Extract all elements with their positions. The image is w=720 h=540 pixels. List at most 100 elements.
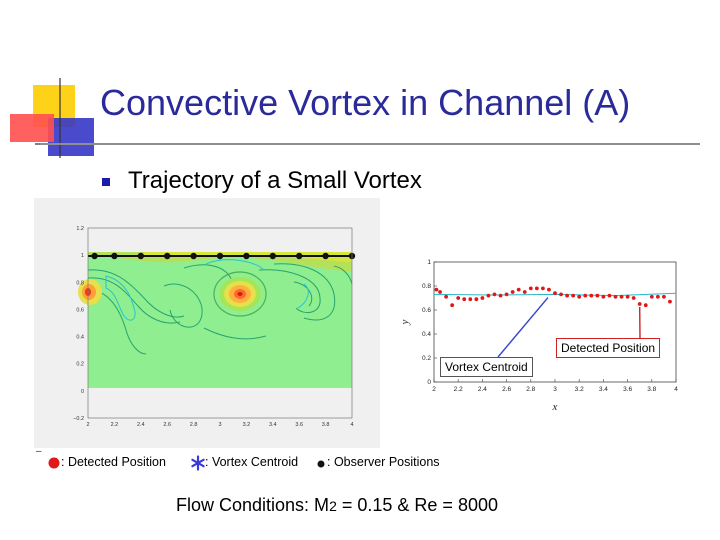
red-glow-square (10, 114, 54, 142)
callout-vortex-centroid: Vortex Centroid (440, 357, 533, 377)
contour-y-tick-label: 1 (81, 253, 84, 259)
contour-x-tick-label: 2.4 (137, 422, 145, 428)
contour-lines-cyan (105, 259, 309, 321)
detected-dot-icon (48, 457, 60, 469)
contour-y-tick-label: 0.2 (76, 362, 84, 368)
detected-position-point (565, 293, 569, 298)
detected-position-point (456, 296, 461, 300)
observer-dot (137, 252, 144, 260)
chart-y-label: y (399, 319, 411, 325)
detected-position-point (655, 294, 660, 299)
contour-x-ticks: 2 2.2 2.4 2.6 2.8 3 3.2 3.4 3.6 3.8 4 (86, 422, 353, 428)
chart-x-tick-label: 4 (674, 386, 678, 393)
contour-x-tick-label: 3 (218, 422, 221, 428)
detected-position-point (474, 297, 479, 302)
detected-position-point (480, 296, 485, 300)
contour-x-tick-label: 3.8 (322, 422, 330, 428)
detected-position-point (625, 294, 630, 299)
contour-plot-svg: 2 2.2 2.4 2.6 2.8 3 3.2 3.4 3.6 3.8 4 1.2 1 0.8 0.6 0.… (34, 198, 380, 448)
detected-position-point (613, 294, 618, 299)
chart-y-tick-label: 1 (427, 259, 431, 266)
detected-position-point (559, 292, 563, 297)
chart-x-tick-label: 2.2 (454, 386, 463, 393)
observer-dot (111, 252, 118, 260)
detected-position-point (631, 296, 636, 300)
chart-x-tick-label: 2.4 (478, 386, 487, 393)
detected-position-point (486, 293, 491, 298)
chart-x-tick-label: 2 (432, 386, 436, 393)
contour-y-tick-label: 0.6 (76, 307, 84, 313)
detected-position-point (492, 292, 497, 297)
chart-x-tick-label: 2.8 (526, 386, 535, 393)
observer-dot (322, 252, 329, 260)
chart-x-tick-label: 3 (553, 386, 557, 393)
detected-position-point (468, 297, 473, 302)
detected-position-point (528, 286, 533, 291)
chart-x-tick-label: 3.4 (599, 386, 608, 393)
observer-dot (243, 252, 250, 260)
detected-position-point (444, 294, 448, 299)
detected-position-point (438, 290, 442, 294)
detected-position-point (553, 291, 557, 296)
detected-position-point (534, 286, 539, 291)
contour-y-tick-label: 0.8 (76, 280, 84, 286)
chart-x-tick-label: 3.8 (647, 386, 656, 393)
flow-conditions-prefix: Flow Conditions: M (176, 495, 330, 515)
bullet-text: Trajectory of a Small Vortex (128, 167, 422, 194)
legend-observer: : Observer Positions (327, 455, 440, 469)
detected-position-point (547, 287, 551, 292)
detected-position-point (607, 293, 612, 298)
detected-position-point (595, 293, 600, 298)
detected-position-point (577, 294, 582, 299)
detected-position-point (450, 303, 455, 308)
chart-x-tick-label: 3.2 (575, 386, 584, 393)
contour-x-tick-label: 3.6 (295, 422, 303, 428)
detected-position-point (516, 287, 521, 292)
legend-centroid: : Vortex Centroid (205, 455, 299, 469)
contour-x-tick-label: 3.4 (269, 422, 277, 428)
contour-y-tick-label: 0 (81, 389, 84, 395)
vortex-centroid-arrow (497, 297, 549, 358)
bullet-icon (102, 178, 110, 186)
contour-plot: 2 2.2 2.4 2.6 2.8 3 3.2 3.4 3.6 3.8 4 1.2 1 0.8 0.6 0.… (34, 198, 380, 448)
slide-title: Convective Vortex in Channel (A) (100, 82, 631, 123)
contour-lines (87, 263, 353, 355)
chart-y-tick-label: 0.4 (422, 331, 431, 338)
vortex-core-main (213, 271, 267, 317)
contour-x-tick-label: 3.2 (243, 422, 251, 428)
contour-y-tick-label: 1.2 (76, 226, 84, 232)
detected-position-point (434, 287, 439, 292)
title-underline (40, 143, 700, 145)
observer-dot (296, 252, 303, 260)
contour-x-tick-label: 4 (350, 422, 353, 428)
contour-y-tick-label: 0.4 (76, 335, 84, 341)
contour-y-ticks: 1.2 1 0.8 0.6 0.4 0.2 0 −0.2 (73, 226, 84, 422)
legend-detected: : Detected Position (61, 455, 166, 469)
trajectory-chart-svg: 2 2.2 2.4 2.6 2.8 3 3.2 3.4 3.6 3.8 4 0 0.2 0.4 0.6 0.8… (399, 259, 678, 413)
detected-position-point (649, 294, 654, 299)
chart-x-label: x (552, 401, 558, 413)
contour-axes-frame (87, 227, 353, 419)
callout-detected-position: Detected Position (556, 338, 661, 358)
detected-position-point (541, 286, 545, 291)
detected-position-point (589, 293, 594, 298)
trajectory-chart: 2 2.2 2.4 2.6 2.8 3 3.2 3.4 3.6 3.8 4 0 0.2 0.4 0.6 0.8… (396, 250, 686, 420)
detected-position-point (504, 292, 509, 297)
contour-x-tick-label: 2.8 (190, 422, 198, 428)
chart-y-tick-label: 0.6 (422, 307, 431, 314)
observer-dot-icon (317, 460, 325, 468)
observer-dot (190, 252, 197, 260)
legend-dash: – (36, 446, 42, 457)
detected-position-point (662, 294, 666, 299)
detected-position-point (571, 293, 576, 298)
blue-square (48, 118, 94, 156)
flow-conditions-suffix: = 0.15 & Re = 8000 (336, 495, 498, 515)
observer-dot (269, 252, 276, 260)
observer-positions (91, 252, 356, 260)
detected-position-point (643, 303, 648, 308)
chart-x-tick-label: 2.6 (502, 386, 511, 393)
contour-x-tick-label: 2 (86, 422, 89, 428)
chart-y-tick-label: 0.8 (422, 283, 431, 290)
detected-position-point (510, 290, 515, 294)
detected-position-point (668, 299, 672, 304)
